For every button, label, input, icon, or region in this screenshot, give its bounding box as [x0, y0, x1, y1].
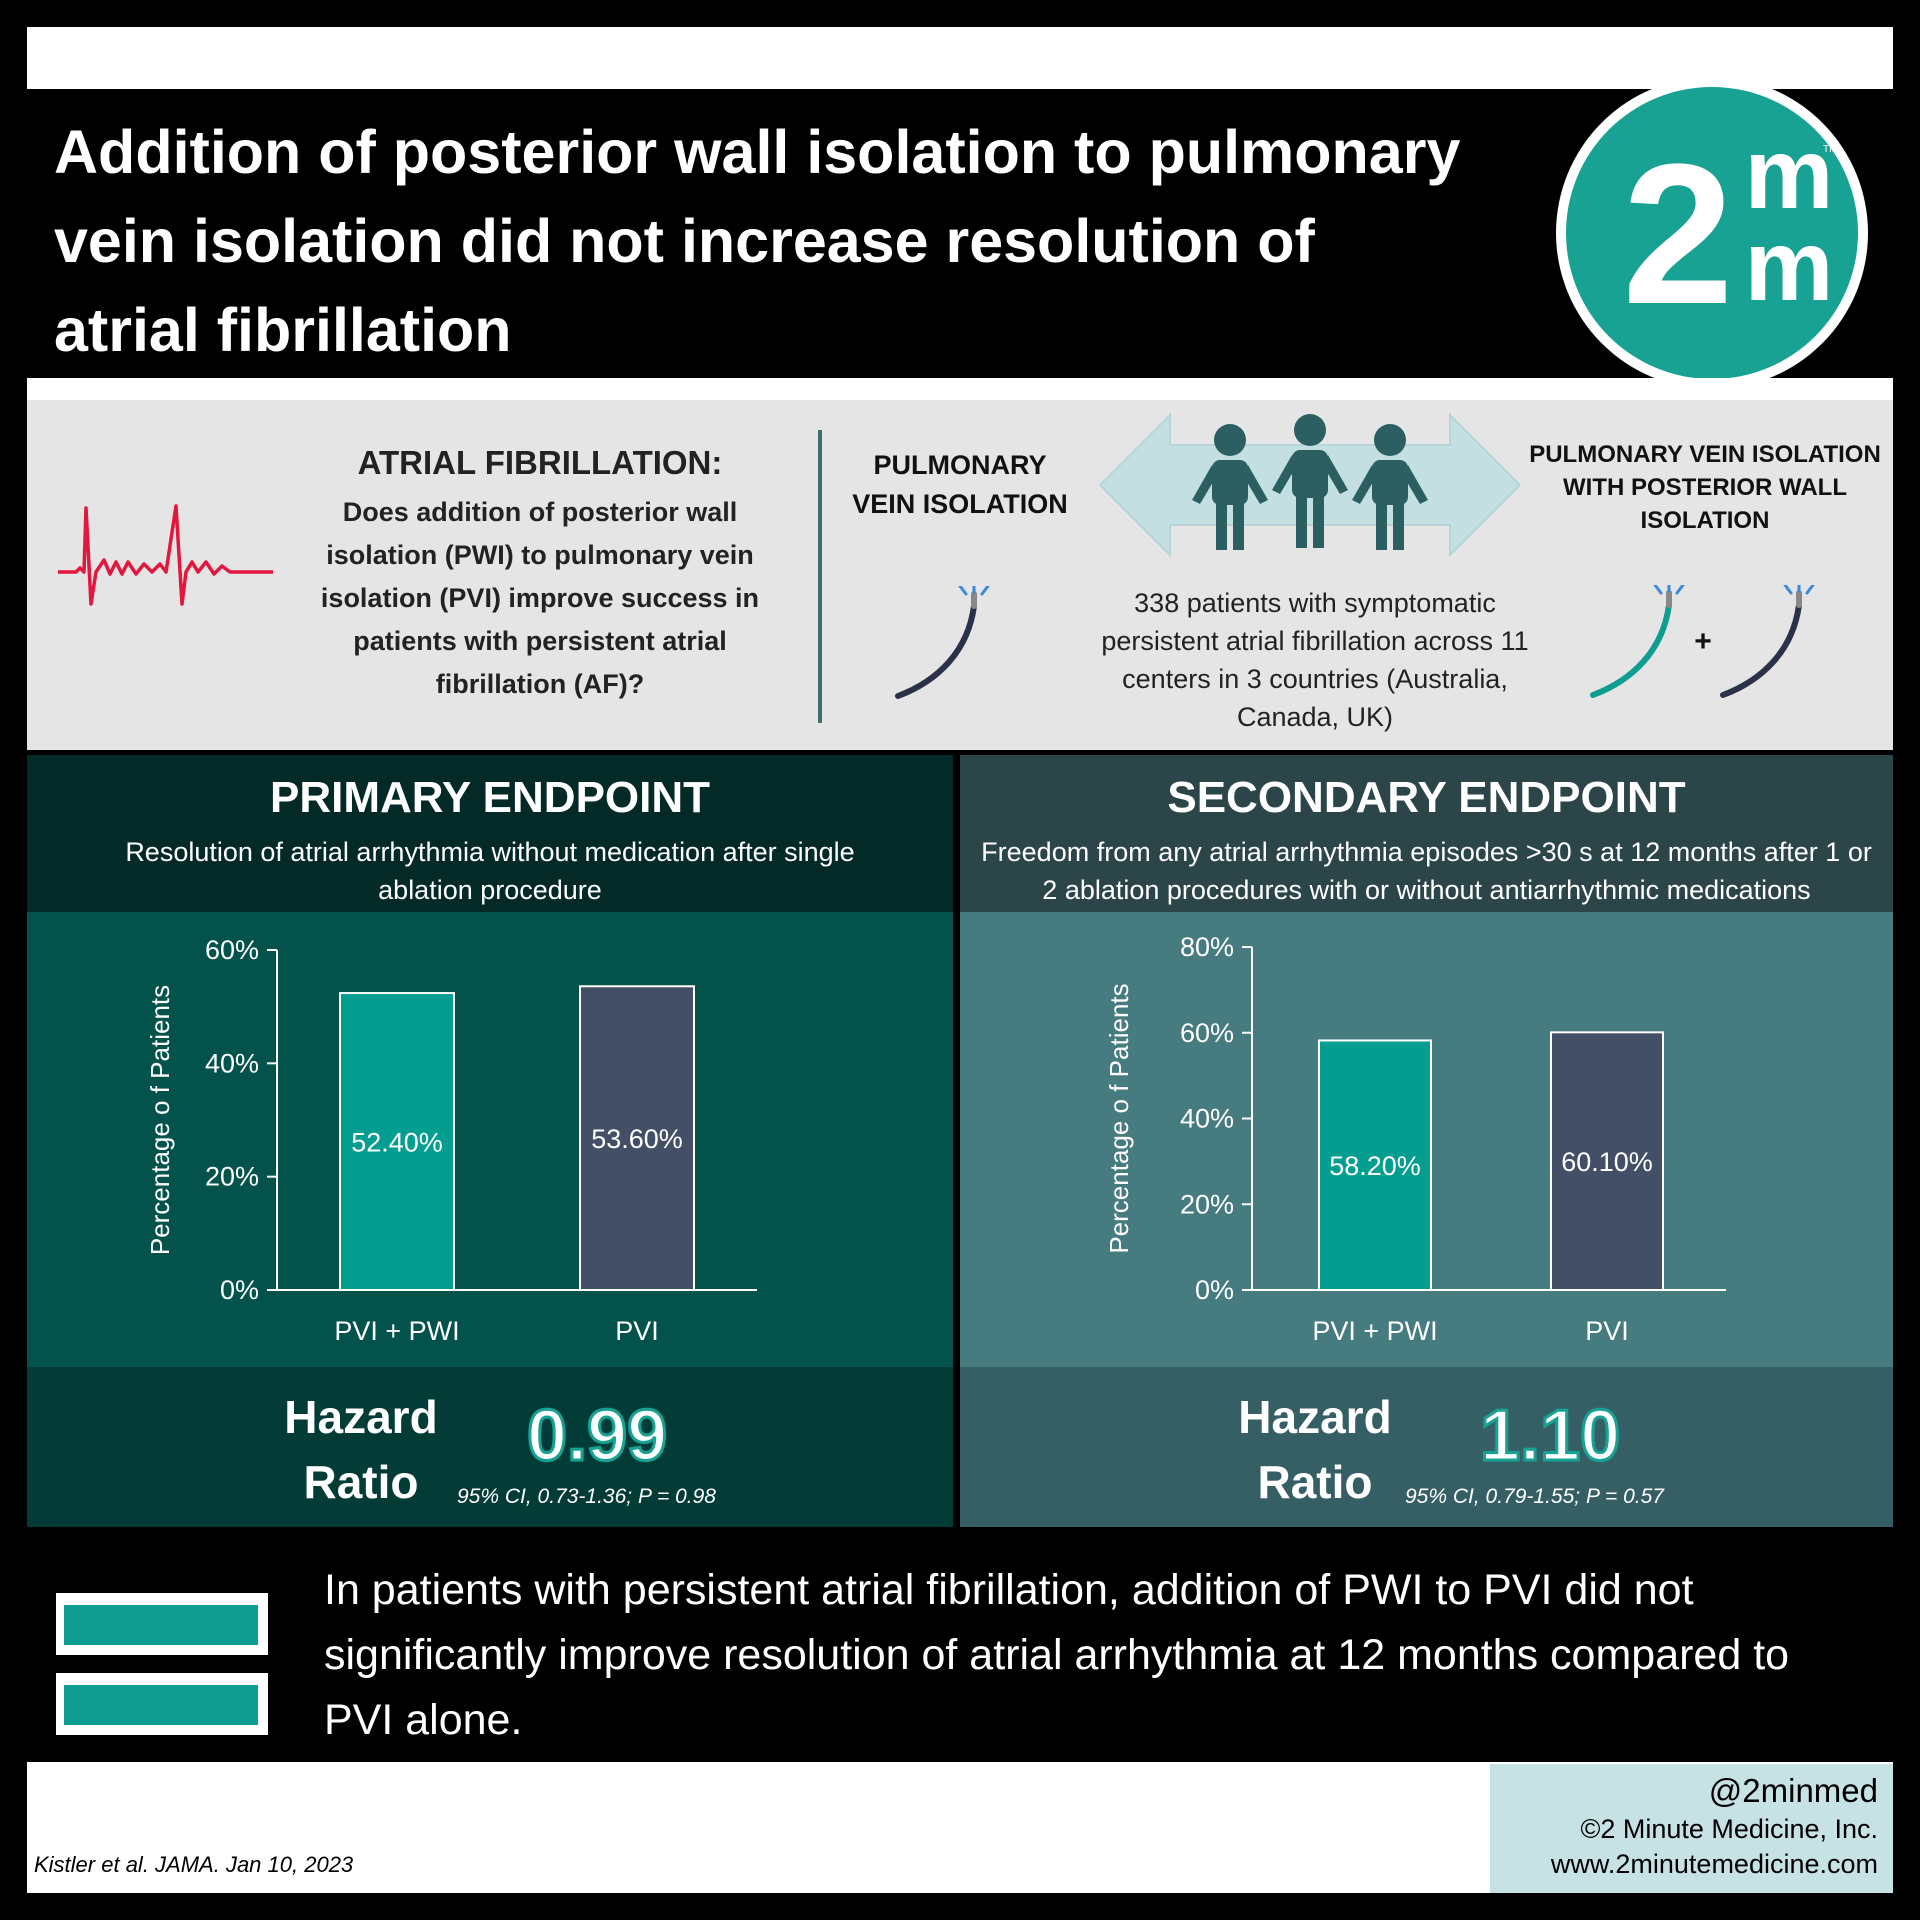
y-axis-label: Percentage o f Patients	[145, 985, 175, 1255]
patients-icon	[1100, 412, 1520, 558]
conclusion-banner	[96, 1535, 1895, 1761]
primary-bar-chart: 0% 20% 40% 60% Percentage o f Patients 52.40%…	[145, 935, 757, 1346]
plus-sign: +	[1694, 625, 1712, 658]
company-name: ©2 Minute Medicine, Inc.	[1580, 1814, 1878, 1844]
primary-endpoint-title: PRIMARY ENDPOINT	[269, 773, 711, 822]
primary-hazard-ratio-value: 0.99	[525, 1395, 668, 1478]
ecg-icon	[58, 504, 273, 606]
social-handle: @2minmed	[1708, 1772, 1878, 1809]
x-tick-label: PVI + PWI	[334, 1316, 459, 1346]
bar-pvi	[1550, 1031, 1664, 1291]
bar-value-label: 53.60%	[591, 1124, 683, 1154]
top-border	[27, 27, 1893, 89]
y-tick-label: 40%	[1180, 1104, 1234, 1134]
y-axis-label: Percentage o f Patients	[1104, 983, 1134, 1253]
y-tick-label: 80%	[1180, 932, 1234, 962]
secondary-hazard-ratio-panel: Hazard Ratio 1.10 95% CI, 0.79-1.55; P =…	[960, 1367, 1893, 1527]
logo-trademark: TM	[1823, 144, 1837, 155]
logo-two: 2	[1622, 123, 1733, 346]
primary-endpoint-subtitle: Resolution of atrial arrhythmia without …	[125, 837, 855, 905]
conclusion-text: In patients with persistent atrial fibri…	[324, 1566, 1790, 1744]
pvi-arm-label: PULMONARY VEIN ISOLATION	[852, 450, 1068, 519]
population-description: 338 patients with symptomatic persistent…	[1101, 588, 1529, 732]
hazard-word: Hazard	[284, 1391, 438, 1443]
y-tick-label: 20%	[1180, 1189, 1234, 1219]
page-title: Addition of posterior wall isolation to …	[54, 118, 1461, 364]
x-tick-label: PVI + PWI	[1312, 1316, 1437, 1346]
secondary-endpoint-subtitle: Freedom from any atrial arrhythmia episo…	[981, 837, 1872, 905]
primary-endpoint-header: PRIMARY ENDPOINT Resolution of atrial ar…	[27, 755, 953, 912]
secondary-chart-panel: 0% 20% 40% 60% 80% Percentage o f Patients 58.…	[960, 912, 1893, 1367]
primary-chart-panel: 0% 20% 40% 60% Percentage o f Patients 52.40%…	[27, 912, 953, 1367]
bar-value-label: 52.40%	[351, 1128, 443, 1158]
vertical-divider	[818, 430, 822, 723]
ratio-word: Ratio	[1257, 1456, 1373, 1508]
logo-m-bottom: m	[1745, 210, 1834, 322]
secondary-hazard-ratio-value: 1.10	[1478, 1395, 1621, 1478]
secondary-endpoint-header: SECONDARY ENDPOINT Freedom from any atri…	[960, 755, 1893, 912]
primary-confidence-interval: 95% CI, 0.73-1.36; P = 0.98	[457, 1485, 716, 1508]
x-tick-label: PVI	[615, 1316, 659, 1346]
question-body: Does addition of posterior wall isolatio…	[320, 497, 760, 699]
bar-pvi-pwi	[339, 992, 455, 1291]
equal-bars-icon	[56, 1593, 268, 1735]
study-info-band	[27, 378, 1893, 750]
y-tick-label: 0%	[220, 1275, 259, 1305]
y-tick-label: 60%	[1180, 1018, 1234, 1048]
logo-m-top: m	[1745, 118, 1834, 230]
bar-value-label: 60.10%	[1561, 1147, 1653, 1177]
x-tick-label: PVI	[1585, 1316, 1629, 1346]
question-heading: ATRIAL FIBRILLATION:	[357, 444, 723, 481]
hazard-word: Hazard	[1238, 1391, 1392, 1443]
brand-box	[1490, 1764, 1893, 1893]
bar-value-label: 58.20%	[1329, 1151, 1421, 1181]
ratio-word: Ratio	[303, 1456, 419, 1508]
citation: Kistler et al. JAMA. Jan 10, 2023	[34, 1852, 354, 1877]
y-tick-label: 40%	[205, 1048, 259, 1078]
catheter-teal-icon	[1590, 585, 1685, 698]
y-tick-label: 60%	[205, 935, 259, 965]
bar-pvi	[579, 985, 695, 1292]
secondary-endpoint-title: SECONDARY ENDPOINT	[1167, 773, 1686, 822]
y-tick-label: 20%	[205, 1162, 259, 1192]
secondary-confidence-interval: 95% CI, 0.79-1.55; P = 0.57	[1405, 1485, 1664, 1508]
website-link[interactable]: www.2minutemedicine.com	[1550, 1849, 1878, 1879]
catheter-icon	[895, 586, 990, 699]
secondary-bar-chart: 0% 20% 40% 60% 80% Percentage o f Patients 58.…	[1104, 932, 1726, 1346]
catheter-icon	[1720, 585, 1815, 698]
y-tick-label: 0%	[1195, 1275, 1234, 1305]
bar-pvi-pwi	[1318, 1039, 1432, 1291]
2mm-logo: 2 m m TM	[1556, 77, 1868, 389]
pvi-pwi-arm-label: PULMONARY VEIN ISOLATION WITH POSTERIOR …	[1529, 441, 1881, 534]
primary-hazard-ratio-panel: Hazard Ratio 0.99 95% CI, 0.73-1.36; P =…	[27, 1367, 953, 1527]
